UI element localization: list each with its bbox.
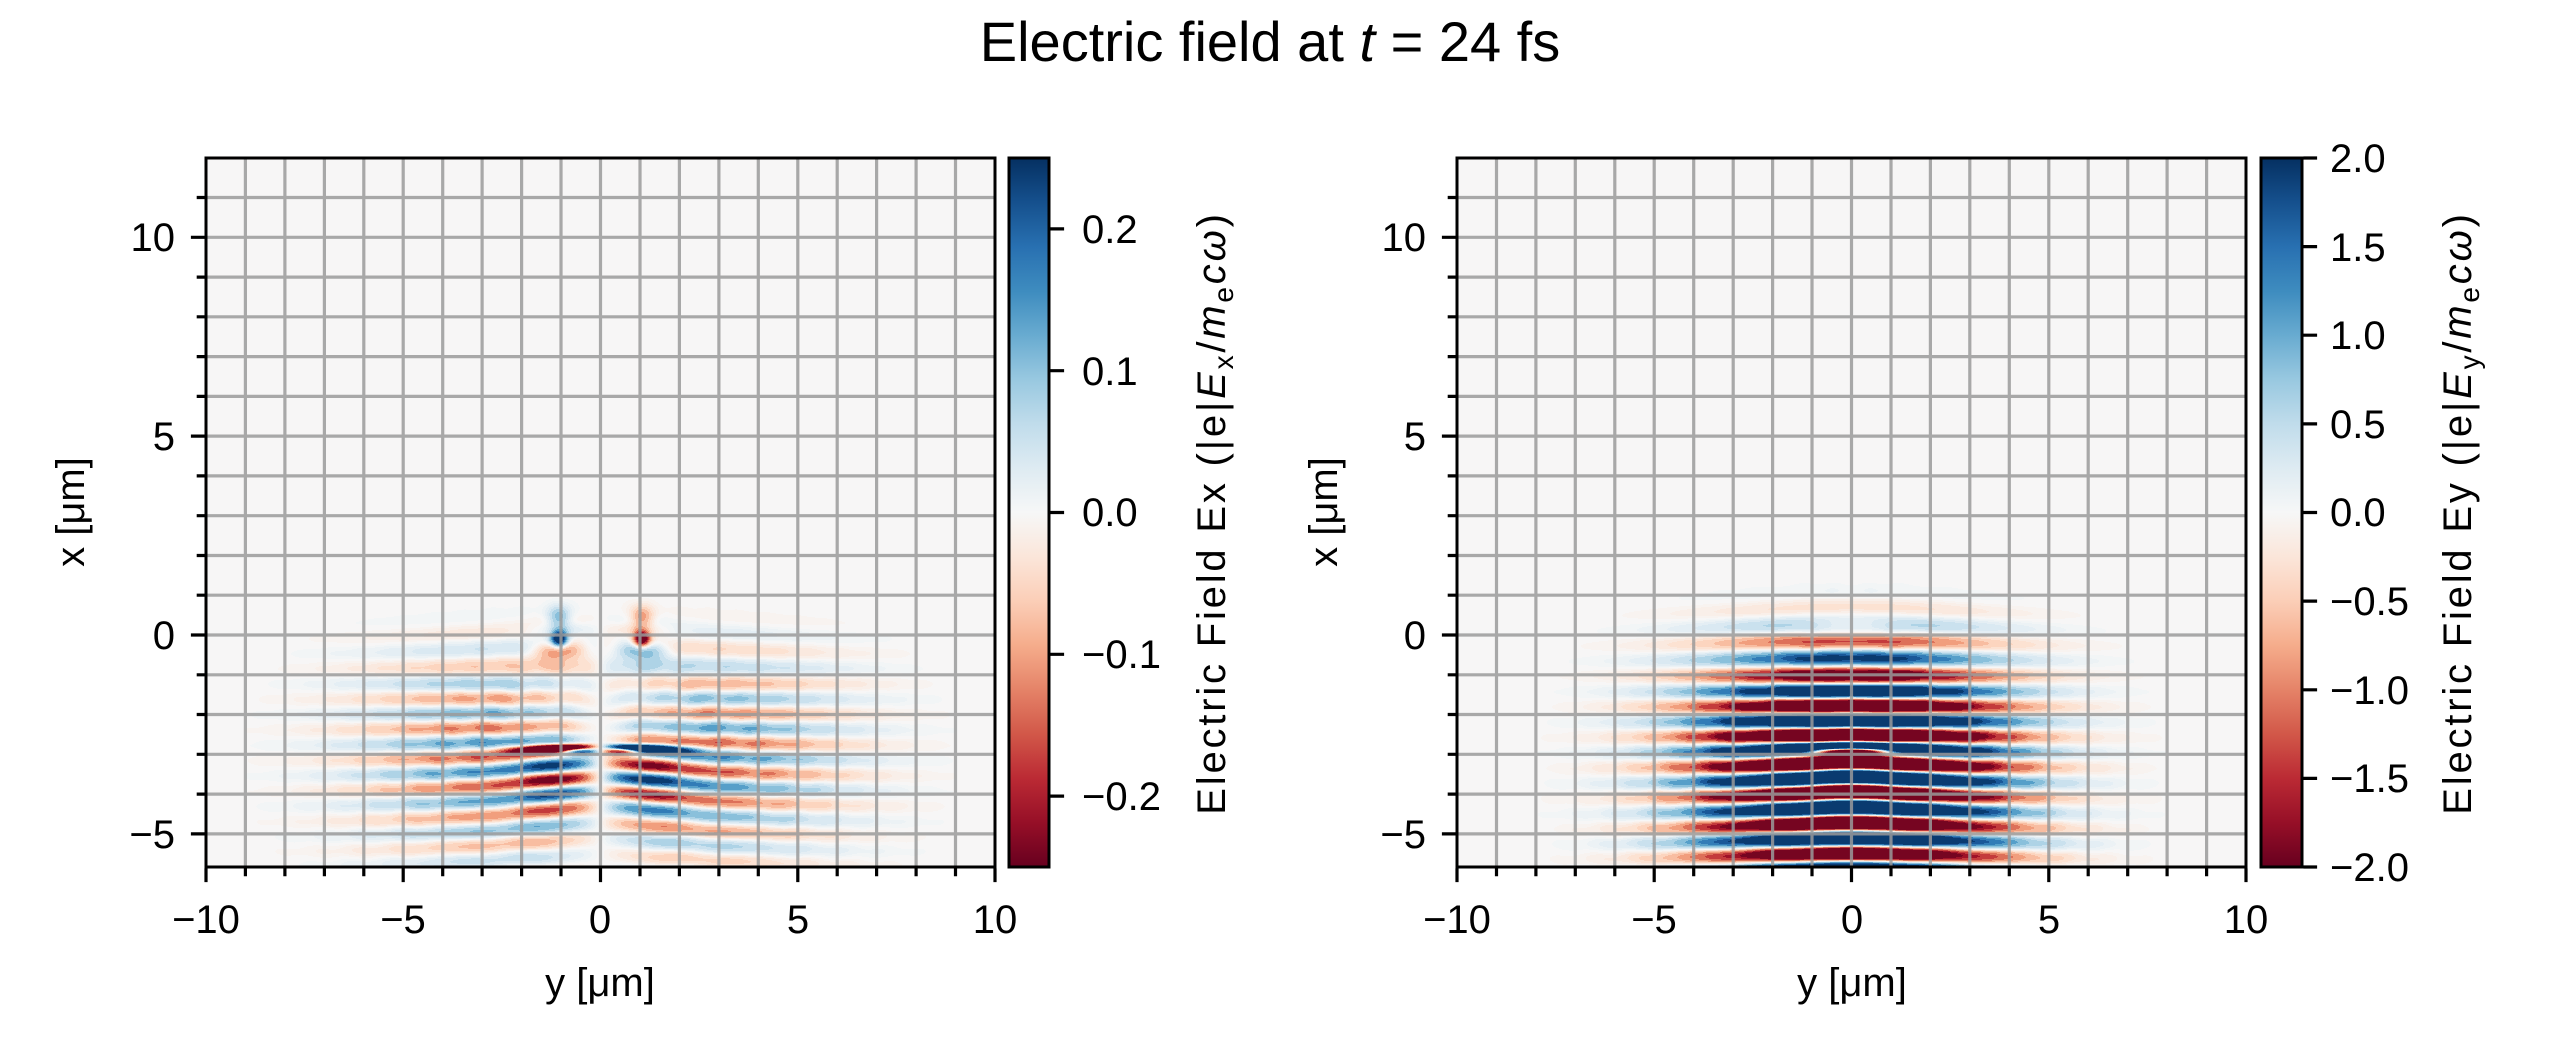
svg-text:5: 5: [787, 898, 809, 942]
svg-text:0: 0: [589, 898, 611, 942]
svg-text:Electric Field Ex (|e|Ex/mecω): Electric Field Ex (|e|Ex/mecω): [1190, 211, 1239, 814]
svg-text:0: 0: [1404, 614, 1426, 658]
svg-text:−10: −10: [1423, 898, 1491, 942]
svg-text:0.0: 0.0: [1082, 491, 1138, 535]
svg-text:−2.0: −2.0: [2330, 846, 2409, 890]
svg-text:−1.5: −1.5: [2330, 757, 2409, 801]
svg-text:5: 5: [2038, 898, 2060, 942]
svg-text:5: 5: [153, 415, 175, 459]
svg-text:x [μm]: x [μm]: [1302, 457, 1346, 567]
svg-text:−0.1: −0.1: [1082, 633, 1161, 677]
svg-text:10: 10: [1382, 216, 1427, 260]
svg-text:−0.2: −0.2: [1082, 775, 1161, 819]
svg-text:5: 5: [1404, 415, 1426, 459]
svg-text:−5: −5: [380, 898, 426, 942]
svg-text:10: 10: [973, 898, 1018, 942]
svg-text:0.5: 0.5: [2330, 403, 2386, 447]
svg-text:1.0: 1.0: [2330, 314, 2386, 358]
svg-text:0.0: 0.0: [2330, 491, 2386, 535]
svg-text:x [μm]: x [μm]: [49, 457, 93, 567]
svg-text:−0.5: −0.5: [2330, 580, 2409, 624]
svg-text:2.0: 2.0: [2330, 137, 2386, 181]
svg-text:10: 10: [2224, 898, 2269, 942]
svg-text:y [μm]: y [μm]: [1797, 961, 1907, 1005]
svg-text:y [μm]: y [μm]: [545, 961, 655, 1005]
svg-text:−5: −5: [1380, 813, 1426, 857]
svg-text:0.1: 0.1: [1082, 350, 1138, 394]
svg-text:0: 0: [153, 614, 175, 658]
svg-text:1.5: 1.5: [2330, 226, 2386, 270]
svg-text:−1.0: −1.0: [2330, 669, 2409, 713]
svg-text:0: 0: [1841, 898, 1863, 942]
svg-text:Electric Field Ey (|e|Ey/mecω): Electric Field Ey (|e|Ey/mecω): [2436, 211, 2485, 814]
svg-text:Electric field at t = 24 fs: Electric field at t = 24 fs: [980, 10, 1561, 73]
svg-text:−10: −10: [172, 898, 240, 942]
svg-text:10: 10: [131, 216, 176, 260]
svg-text:0.2: 0.2: [1082, 208, 1138, 252]
svg-text:−5: −5: [129, 813, 175, 857]
svg-text:−5: −5: [1631, 898, 1677, 942]
